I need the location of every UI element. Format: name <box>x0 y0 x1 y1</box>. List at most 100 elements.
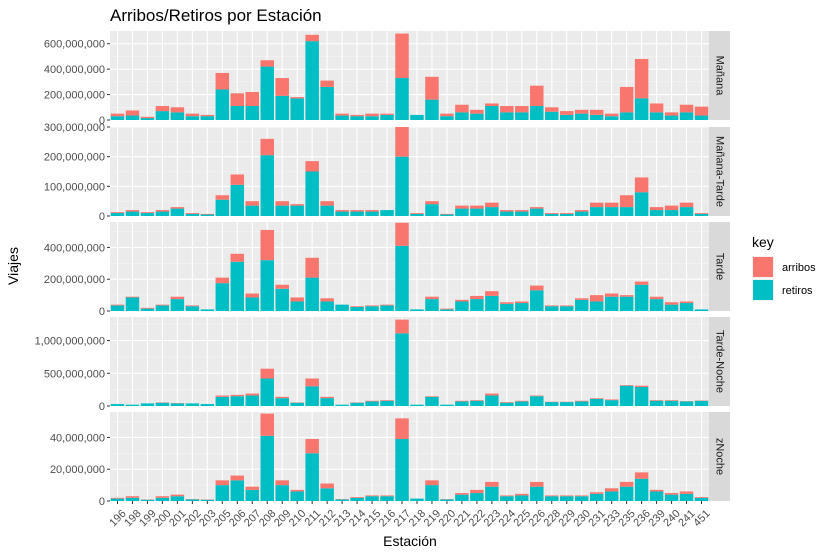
bar-arribos-211 <box>305 257 319 278</box>
bar-retiros-201 <box>170 112 185 120</box>
bar-arribos-211 <box>305 439 319 454</box>
bar-arribos-205 <box>215 395 230 397</box>
bar-retiros-225 <box>515 495 529 501</box>
bar-retiros-239 <box>649 491 664 501</box>
bar-retiros-211 <box>305 386 319 406</box>
panel-0: 0 200,000,000 400,000,000 600,000,000 Mañana <box>44 31 730 127</box>
bar-arribos-219 <box>425 396 439 397</box>
bar-retiros-226 <box>530 396 544 406</box>
bar-retiros-223 <box>485 486 499 501</box>
bar-arribos-241 <box>679 104 694 113</box>
bar-retiros-230 <box>574 401 589 406</box>
bar-arribos-211 <box>305 34 319 42</box>
bar-retiros-219 <box>425 99 439 120</box>
bar-arribos-222 <box>470 109 484 114</box>
bar-retiros-214 <box>350 497 364 501</box>
bar-retiros-198 <box>125 211 140 216</box>
bar-retiros-241 <box>679 207 694 216</box>
bar-retiros-217 <box>395 156 409 216</box>
bar-retiros-451 <box>694 213 709 216</box>
bar-arribos-196 <box>110 304 125 306</box>
bar-arribos-236 <box>634 385 649 388</box>
bar-arribos-226 <box>530 395 544 397</box>
bar-arribos-226 <box>530 207 544 209</box>
bar-arribos-214 <box>350 497 364 498</box>
bar-retiros-241 <box>679 303 694 311</box>
bar-arribos-201 <box>170 207 185 209</box>
bar-retiros-199 <box>140 499 155 501</box>
bar-arribos-210 <box>290 204 304 206</box>
bar-arribos-233 <box>604 293 619 297</box>
bar-retiros-226 <box>530 290 544 311</box>
bar-arribos-208 <box>260 368 274 379</box>
bar-arribos-211 <box>305 161 319 172</box>
bar-arribos-207 <box>245 201 260 206</box>
bar-arribos-233 <box>604 488 619 492</box>
bar-retiros-451 <box>694 115 709 120</box>
bar-retiros-200 <box>155 111 170 120</box>
bar-retiros-236 <box>634 192 649 216</box>
bar-retiros-203 <box>200 404 215 406</box>
bar-arribos-225 <box>515 301 529 304</box>
bar-arribos-215 <box>365 400 379 402</box>
bar-arribos-216 <box>380 113 394 115</box>
bar-arribos-211 <box>305 378 319 387</box>
bar-retiros-207 <box>245 106 260 120</box>
bar-retiros-206 <box>230 261 245 311</box>
bar-retiros-235 <box>619 385 634 406</box>
facet-strip-label: Mañana <box>714 56 726 97</box>
bar-arribos-199 <box>140 307 155 309</box>
bar-arribos-222 <box>470 295 484 300</box>
bar-arribos-233 <box>604 202 619 208</box>
bar-retiros-221 <box>455 112 469 120</box>
bar-retiros-215 <box>365 211 379 216</box>
bar-arribos-198 <box>125 496 140 498</box>
bar-retiros-200 <box>155 211 170 216</box>
bar-retiros-220 <box>440 404 454 406</box>
bar-retiros-202 <box>185 306 200 311</box>
bar-arribos-207 <box>245 92 260 107</box>
bar-retiros-215 <box>365 116 379 120</box>
bar-retiros-209 <box>275 485 289 501</box>
bar-retiros-203 <box>200 214 215 216</box>
bar-arribos-215 <box>365 113 379 117</box>
y-axis-title: Viajes <box>5 247 21 285</box>
bar-arribos-212 <box>320 80 334 87</box>
bar-arribos-230 <box>574 495 589 497</box>
bar-arribos-207 <box>245 293 260 298</box>
bar-retiros-225 <box>515 401 529 406</box>
x-axis: 1961981992002012022032052062072082092102… <box>107 501 713 529</box>
bar-arribos-230 <box>574 400 589 402</box>
bar-retiros-213 <box>335 211 349 216</box>
bar-retiros-208 <box>260 435 274 501</box>
bar-retiros-196 <box>110 116 125 120</box>
bar-retiros-209 <box>275 95 289 120</box>
bar-retiros-241 <box>679 401 694 406</box>
bar-arribos-221 <box>455 104 469 113</box>
bar-retiros-214 <box>350 116 364 120</box>
bar-arribos-212 <box>320 396 334 399</box>
bar-arribos-239 <box>649 489 664 492</box>
bar-retiros-233 <box>604 400 619 406</box>
bar-arribos-205 <box>215 72 230 90</box>
bar-arribos-240 <box>664 493 679 495</box>
bar-retiros-209 <box>275 398 289 406</box>
bar-arribos-215 <box>365 495 379 497</box>
bar-retiros-218 <box>410 498 424 501</box>
y-tick-label: 400,000,000 <box>44 242 105 254</box>
bar-arribos-231 <box>589 202 604 208</box>
bar-arribos-241 <box>679 301 694 304</box>
bar-retiros-224 <box>500 402 514 406</box>
bar-retiros-210 <box>290 98 304 120</box>
bar-arribos-202 <box>185 213 200 214</box>
bar-arribos-230 <box>574 109 589 114</box>
facet-strip-label: Mañana-Tarde <box>714 136 726 207</box>
x-axis-title: Estación <box>383 533 437 549</box>
legend-swatch-arribos <box>753 257 773 277</box>
bar-retiros-221 <box>455 401 469 406</box>
bar-retiros-228 <box>545 111 559 120</box>
panel-1: 0 100,000,000 200,000,000 300,000,000 Mañana… <box>44 122 730 223</box>
bar-retiros-236 <box>634 478 649 501</box>
bar-retiros-199 <box>140 118 155 120</box>
y-tick-label: 20,000,000 <box>50 464 105 476</box>
